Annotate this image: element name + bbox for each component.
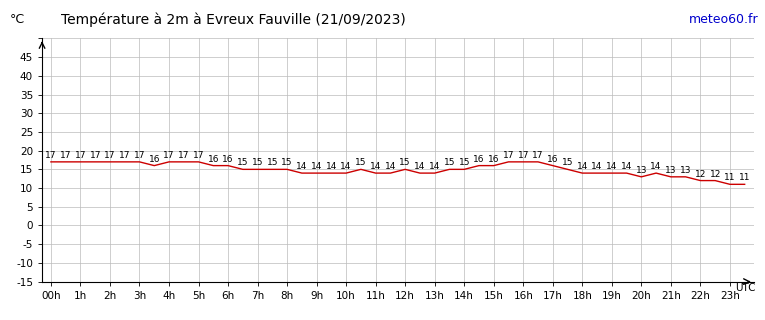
Text: 14: 14	[326, 162, 337, 171]
Text: UTC: UTC	[735, 283, 756, 293]
Text: 11: 11	[724, 173, 736, 182]
Text: 17: 17	[60, 151, 71, 160]
Text: 15: 15	[399, 158, 411, 167]
Text: 17: 17	[75, 151, 86, 160]
Text: 16: 16	[474, 155, 485, 164]
Text: 17: 17	[193, 151, 204, 160]
Text: 17: 17	[119, 151, 131, 160]
Text: 12: 12	[709, 170, 721, 179]
Text: 14: 14	[311, 162, 322, 171]
Text: 15: 15	[237, 158, 249, 167]
Text: 13: 13	[665, 166, 676, 175]
Text: 16: 16	[148, 155, 160, 164]
Text: 13: 13	[636, 166, 647, 175]
Text: 15: 15	[266, 158, 278, 167]
Text: 15: 15	[252, 158, 263, 167]
Text: 11: 11	[739, 173, 750, 182]
Text: 16: 16	[547, 155, 558, 164]
Text: 14: 14	[577, 162, 588, 171]
Text: °C: °C	[10, 13, 25, 26]
Text: 17: 17	[178, 151, 190, 160]
Text: 16: 16	[488, 155, 500, 164]
Text: 15: 15	[282, 158, 293, 167]
Text: 15: 15	[355, 158, 366, 167]
Text: 14: 14	[650, 162, 662, 171]
Text: 15: 15	[562, 158, 573, 167]
Text: 17: 17	[517, 151, 529, 160]
Text: 13: 13	[680, 166, 692, 175]
Text: 15: 15	[458, 158, 470, 167]
Text: 15: 15	[444, 158, 455, 167]
Text: 16: 16	[223, 155, 234, 164]
Text: Température à 2m à Evreux Fauville (21/09/2023): Température à 2m à Evreux Fauville (21/0…	[61, 13, 406, 27]
Text: 14: 14	[429, 162, 441, 171]
Text: 17: 17	[163, 151, 174, 160]
Text: 14: 14	[340, 162, 352, 171]
Text: 16: 16	[207, 155, 219, 164]
Text: 14: 14	[606, 162, 617, 171]
Text: 14: 14	[591, 162, 603, 171]
Text: meteo60.fr: meteo60.fr	[689, 13, 759, 26]
Text: 14: 14	[385, 162, 396, 171]
Text: 14: 14	[621, 162, 633, 171]
Text: 14: 14	[415, 162, 425, 171]
Text: 14: 14	[296, 162, 308, 171]
Text: 17: 17	[503, 151, 514, 160]
Text: 17: 17	[134, 151, 145, 160]
Text: 14: 14	[370, 162, 381, 171]
Text: 17: 17	[90, 151, 101, 160]
Text: 17: 17	[45, 151, 57, 160]
Text: 17: 17	[104, 151, 116, 160]
Text: 17: 17	[532, 151, 544, 160]
Text: 12: 12	[695, 170, 706, 179]
